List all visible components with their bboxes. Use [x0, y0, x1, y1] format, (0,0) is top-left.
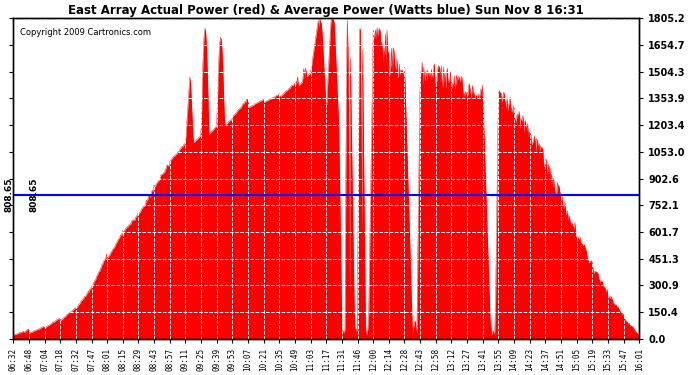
Text: 808.65: 808.65: [29, 178, 38, 212]
Text: 808.65: 808.65: [4, 178, 13, 212]
Text: Copyright 2009 Cartronics.com: Copyright 2009 Cartronics.com: [19, 28, 150, 37]
Title: East Array Actual Power (red) & Average Power (Watts blue) Sun Nov 8 16:31: East Array Actual Power (red) & Average …: [68, 4, 584, 17]
